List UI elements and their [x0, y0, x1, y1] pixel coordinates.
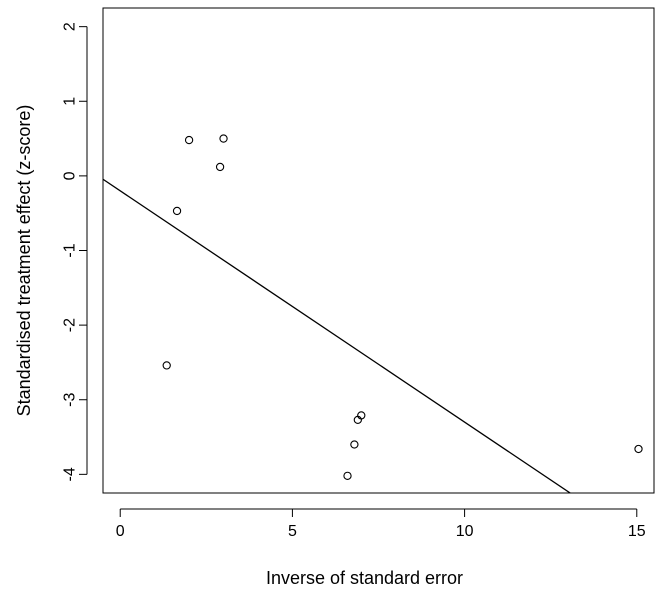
x-tick-label: 15: [628, 523, 646, 540]
y-tick-label: -4: [62, 467, 79, 481]
x-tick-label: 0: [116, 523, 125, 540]
data-point: [350, 440, 359, 449]
y-tick-label: 1: [62, 97, 79, 106]
y-tick-label: -2: [62, 318, 79, 332]
y-tick-label: 2: [62, 22, 79, 31]
data-point: [634, 444, 643, 454]
data-point: [184, 135, 194, 145]
data-point: [357, 411, 366, 420]
x-tick-label: 5: [288, 523, 297, 540]
y-tick-label: -3: [62, 393, 79, 407]
x-axis-label: Inverse of standard error: [266, 568, 463, 588]
y-tick-label: 0: [62, 171, 79, 180]
regression-line-layer: [103, 178, 572, 493]
data-point: [162, 361, 171, 370]
plot-area-border: [102, 7, 655, 494]
data-point: [215, 162, 225, 172]
regression-line: [103, 178, 572, 493]
y-axis: -4 -3 -2 -1 0 1 2: [62, 22, 88, 481]
y-axis-label: Standardised treatment effect (z-score): [14, 105, 34, 417]
x-tick-label: 10: [456, 523, 474, 540]
x-axis: 0 5 10 15: [116, 508, 646, 540]
data-point: [172, 206, 182, 216]
data-point: [219, 134, 228, 143]
data-point: [343, 471, 352, 480]
data-points: [162, 134, 643, 480]
y-tick-label: -1: [62, 243, 79, 257]
